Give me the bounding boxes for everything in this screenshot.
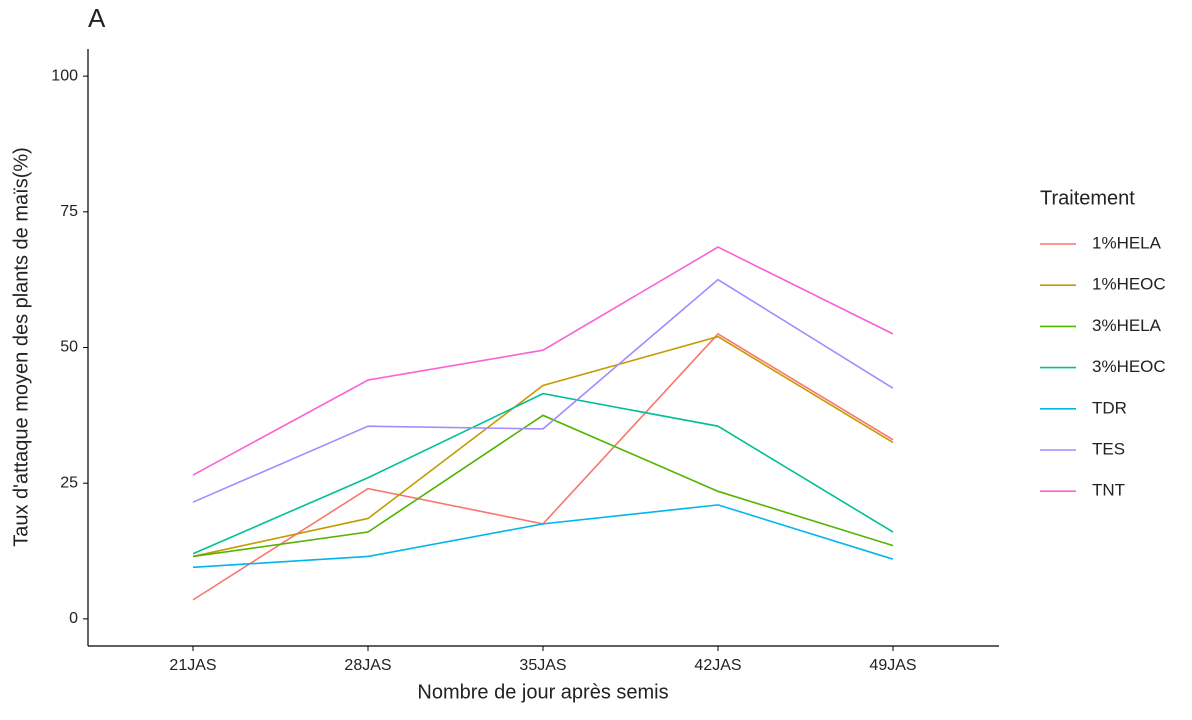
series-line — [192, 504, 894, 569]
series-line — [192, 335, 894, 558]
legend-title: Traitement — [1040, 187, 1135, 209]
series-line — [192, 414, 894, 558]
series-line — [192, 278, 894, 503]
legend-label: 1%HELA — [1092, 233, 1162, 252]
x-axis-label: Nombre de jour après semis — [417, 681, 668, 703]
legend-label: TES — [1092, 439, 1125, 458]
x-tick-label: 21JAS — [169, 657, 216, 674]
chart-title: A — [88, 3, 106, 33]
y-tick-label: 50 — [60, 339, 78, 356]
legend-label: 3%HELA — [1092, 316, 1162, 335]
legend-label: 3%HEOC — [1092, 357, 1166, 376]
y-tick-label: 25 — [60, 474, 78, 491]
x-tick-label: 49JAS — [869, 657, 916, 674]
series-line — [192, 392, 894, 555]
y-axis-label: Taux d'attaque moyen des plants de maïs(… — [10, 147, 32, 547]
y-tick-label: 100 — [51, 67, 78, 84]
x-tick-label: 42JAS — [694, 657, 741, 674]
x-tick-label: 28JAS — [344, 657, 391, 674]
series-line — [192, 246, 894, 476]
legend-label: 1%HEOC — [1092, 275, 1166, 294]
x-tick-label: 35JAS — [519, 657, 566, 674]
series-line — [192, 332, 894, 601]
y-tick-label: 0 — [69, 610, 78, 627]
y-tick-label: 75 — [60, 203, 78, 220]
legend-label: TDR — [1092, 398, 1127, 417]
legend-label: TNT — [1092, 481, 1125, 500]
